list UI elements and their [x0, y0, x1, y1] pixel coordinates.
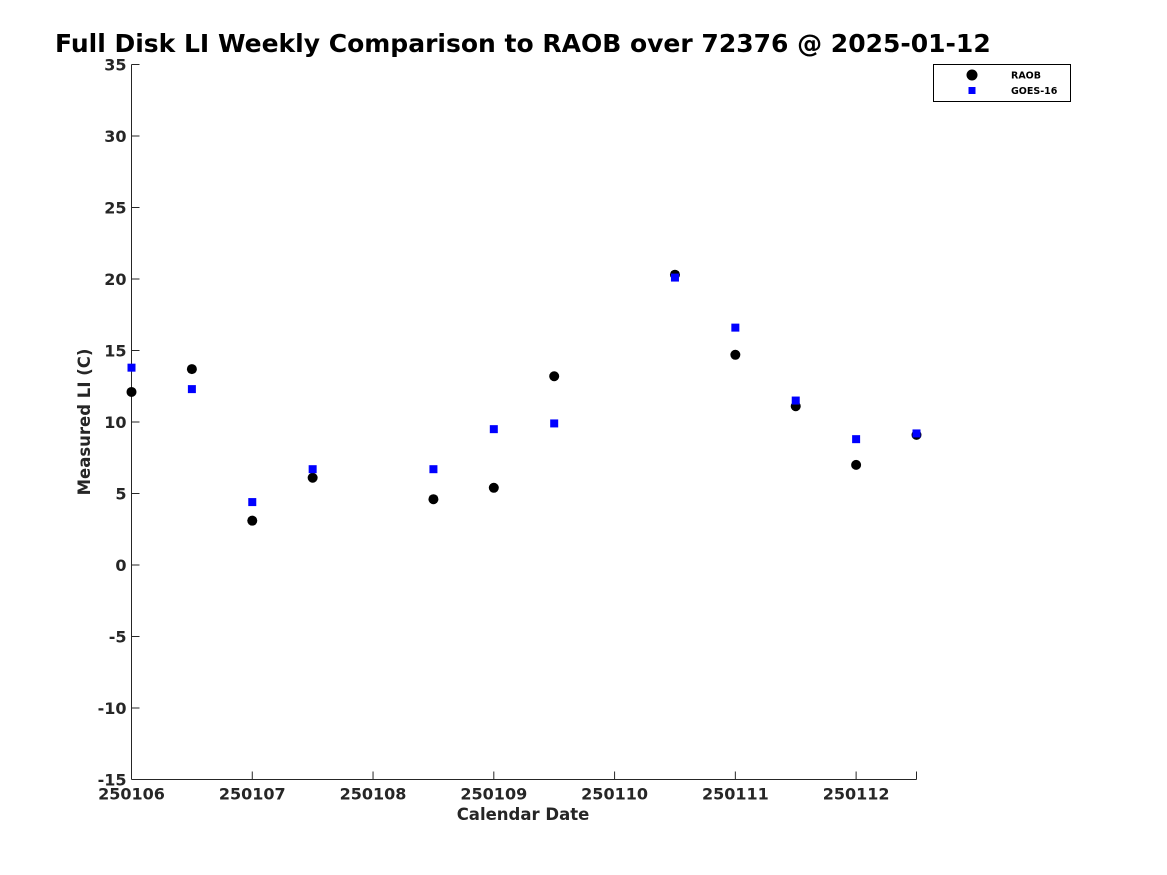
- y-tick-label: -10: [98, 699, 127, 718]
- y-tick-label: 15: [104, 342, 126, 361]
- x-tick-label: 250111: [702, 785, 769, 804]
- y-tick-label: 0: [115, 556, 126, 575]
- chart-title: Full Disk LI Weekly Comparison to RAOB o…: [55, 29, 991, 58]
- data-point-goes-16: [489, 425, 498, 434]
- y-axis-label: Measured LI (C): [75, 349, 94, 496]
- data-point-raob: [186, 364, 197, 375]
- legend-marker-goes: [968, 87, 976, 94]
- y-tick-label: -5: [109, 628, 127, 647]
- y-tick-label: 30: [104, 127, 126, 146]
- plot-axes: [131, 64, 917, 780]
- data-point-goes-16: [127, 363, 136, 372]
- data-point-goes-16: [791, 396, 800, 405]
- data-point-raob: [549, 371, 560, 382]
- legend-label-raob: RAOB: [1011, 71, 1041, 82]
- legend: RAOB GOES-16: [933, 64, 1071, 102]
- y-tick-label: 20: [104, 270, 126, 289]
- data-point-goes-16: [550, 419, 559, 428]
- x-tick-label: 250108: [340, 785, 407, 804]
- data-point-goes-16: [670, 273, 679, 282]
- data-point-goes-16: [187, 385, 196, 394]
- data-point-goes-16: [852, 435, 861, 444]
- y-tick-label: 5: [115, 485, 126, 504]
- legend-marker-raob: [966, 69, 978, 81]
- y-tick-label: 25: [104, 199, 126, 218]
- data-point-raob: [488, 482, 499, 493]
- x-tick-label: 250112: [823, 785, 890, 804]
- data-point-goes-16: [248, 498, 257, 507]
- x-tick-label: 250109: [460, 785, 527, 804]
- data-point-raob: [428, 494, 439, 505]
- data-point-raob: [126, 386, 137, 397]
- data-marks: [126, 269, 922, 526]
- y-tick-label: -15: [98, 771, 127, 790]
- data-point-goes-16: [429, 465, 438, 474]
- data-point-goes-16: [731, 323, 740, 332]
- data-point-goes-16: [308, 465, 317, 474]
- y-ticks: 35 30 25 20 15 10 5 0 -5 -10 -15: [98, 56, 140, 790]
- x-ticks: 250106 250107 250108 250109 250110 250111 2501…: [98, 771, 917, 804]
- data-point-raob: [247, 515, 258, 526]
- y-tick-label: 10: [104, 413, 126, 432]
- x-axis-label: Calendar Date: [457, 805, 590, 824]
- legend-label-goes: GOES-16: [1011, 86, 1058, 97]
- data-point-raob: [307, 472, 318, 483]
- x-tick-label: 250107: [219, 785, 286, 804]
- legend-box: [933, 64, 1071, 102]
- data-point-raob: [730, 349, 741, 360]
- y-tick-label: 35: [104, 56, 126, 75]
- data-point-goes-16: [912, 429, 921, 438]
- x-tick-label: 250110: [581, 785, 648, 804]
- data-point-raob: [851, 459, 862, 470]
- x-tick-label: 250106: [98, 785, 165, 804]
